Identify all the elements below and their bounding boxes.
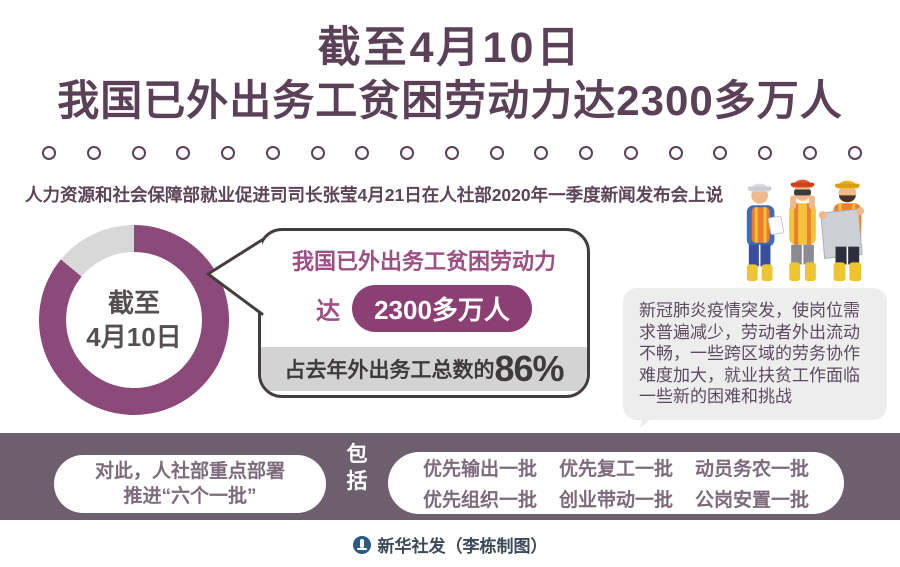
callout-headline: 我国已外出务工贫困劳动力: [291, 249, 556, 274]
decorative-dot: [668, 146, 683, 160]
stat-band: 占去年外出务工总数的 86%: [261, 347, 587, 391]
decorative-dot: [623, 146, 638, 160]
donut-chart: 截至 4月10日: [39, 225, 229, 415]
connector-label: 包括: [346, 443, 368, 493]
stat-callout-bubble: 我国已外出务工贫困劳动力 达 2300多万人 占去年外出务工总数的 86%: [258, 228, 590, 398]
worker-middle-figure: [789, 179, 816, 282]
donut-center-line-2: 4月10日: [86, 322, 182, 352]
measure-item: 公岗安置一批: [694, 490, 809, 511]
decorative-dot: [42, 146, 56, 160]
measure-item: 优先组织一批: [422, 490, 537, 511]
lead-statement-pill: 对此，人社部重点部署 推进“六个一批”: [54, 455, 326, 513]
decorative-dot: [758, 146, 773, 160]
measure-item: 优先复工一批: [558, 459, 673, 480]
donut-center-line-1: 截至: [107, 288, 160, 318]
callout-tail: [206, 238, 264, 316]
decorative-dot: [131, 146, 146, 160]
decorative-dot: [176, 146, 191, 160]
decorative-dot: [86, 146, 101, 160]
decorative-dot: [400, 146, 415, 160]
measures-bar: 对此，人社部重点部署 推进“六个一批” 包括 优先输出一批 优先复工一批 动员务…: [0, 433, 900, 520]
side-note-bubble: 新冠肺炎疫情突发，使岗位需求普遍减少，劳动者外出流动不畅，一些跨区域的劳务协作难…: [623, 288, 887, 420]
title-line-1: 截至4月10日: [317, 24, 583, 72]
worker-right-figure: [818, 180, 865, 282]
callout-value-row: 达 2300多万人: [261, 285, 587, 332]
decorative-dot: [579, 146, 594, 160]
title-line-2: 我国已外出务工贫困劳动力达2300多万人: [57, 77, 843, 124]
decorative-dot: [355, 146, 370, 160]
donut-center-label: 截至 4月10日: [66, 252, 202, 388]
measure-item: 优先输出一批: [422, 459, 537, 480]
measures-pill: 优先输出一批 优先复工一批 动员务农一批 优先组织一批 创业带动一批 公岗安置一…: [388, 452, 844, 514]
lead-line-2: 推进“六个一批”: [123, 486, 257, 507]
stat-band-label: 占去年外出务工总数的: [284, 359, 495, 382]
page-title: 截至4月10日 我国已外出务工贫困劳动力达2300多万人: [0, 22, 900, 128]
xinhua-emblem-icon: [352, 535, 371, 554]
measure-item: 动员务农一批: [694, 459, 809, 480]
callout-reach-word: 达: [316, 298, 341, 325]
decorative-dot: [713, 146, 728, 160]
measure-item: 创业带动一批: [558, 490, 673, 511]
decorative-dots-row: [42, 146, 862, 160]
decorative-dot: [221, 146, 236, 160]
decorative-dot: [534, 146, 549, 160]
credit-text: 新华社发（李栋制图）: [377, 537, 548, 556]
subtitle-text: 人力资源和社会保障部就业促进司司长张莹4月21日在人社部2020年一季度新闻发布…: [25, 185, 724, 205]
footer-credit: 新华社发（李栋制图）: [0, 532, 900, 557]
lead-line-1: 对此，人社部重点部署: [94, 461, 285, 482]
decorative-dot: [803, 146, 818, 160]
decorative-dot: [265, 146, 280, 160]
worker-left-figure: [746, 183, 784, 282]
decorative-dot: [444, 146, 459, 160]
workers-illustration: [746, 179, 865, 282]
decorative-dot: [489, 146, 504, 160]
stat-band-value: 86%: [494, 348, 564, 389]
decorative-dot: [310, 146, 325, 160]
highlight-value-pill: 2300多万人: [352, 285, 532, 332]
decorative-dot: [847, 146, 862, 160]
